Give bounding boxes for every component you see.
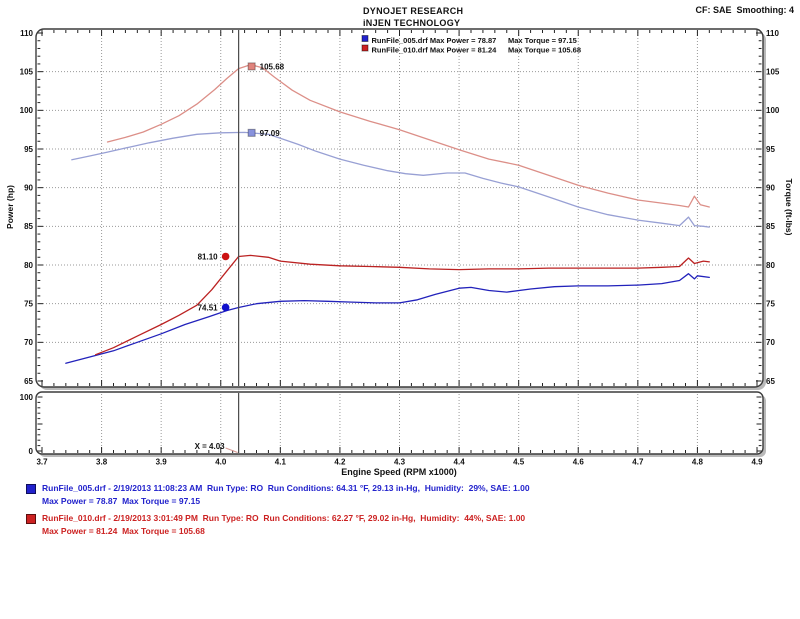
- torque-tick-label: 100: [766, 106, 780, 115]
- rpm-tick-label: 4.4: [454, 458, 466, 467]
- correction-smoothing-label: CF: SAE Smoothing: 4: [695, 5, 795, 15]
- torque-runfile010-curve: [106, 64, 710, 208]
- run-info-line2: Max Power = 81.24 Max Torque = 105.68: [42, 526, 205, 536]
- torque-tick-label: 85: [766, 222, 775, 231]
- torque-runfile005-curve: [71, 131, 710, 228]
- rpm-tick-label: 4.0: [215, 458, 227, 467]
- torque-tick-label: 95: [766, 145, 775, 154]
- rpm-tick-label: 4.9: [751, 458, 763, 467]
- run-info-line1: RunFile_010.drf - 2/19/2013 3:01:49 PM R…: [42, 513, 526, 523]
- power-tick-label: 65: [24, 377, 33, 386]
- run-info-line1: RunFile_005.drf - 2/19/2013 11:08:23 AM …: [42, 483, 530, 493]
- run-info-0: RunFile_005.drf - 2/19/2013 11:08:23 AM …: [26, 482, 530, 508]
- power-axis-title: Power (hp): [5, 185, 15, 229]
- legend-col1: RunFile_010.drf Max Power = 81.24: [372, 46, 498, 55]
- run-info-1: RunFile_010.drf - 2/19/2013 3:01:49 PM R…: [26, 512, 530, 538]
- power-tick-label: 70: [24, 338, 33, 347]
- lower-tick-label: 100: [20, 393, 34, 402]
- power-tick-label: 80: [24, 261, 33, 270]
- legend-swatch: [361, 44, 369, 52]
- rpm-tick-label: 3.8: [96, 458, 108, 467]
- cursor-marker-label: 74.51: [198, 303, 219, 312]
- rpm-tick-label: 3.7: [36, 458, 48, 467]
- runfile005-color-swatch: [26, 484, 36, 494]
- lower-panel: [35, 391, 764, 455]
- header-subtitle: iNJEN TECHNOLOGY: [363, 18, 461, 28]
- cursor-marker: [247, 128, 256, 137]
- rpm-tick-label: 4.3: [394, 458, 406, 467]
- legend-col1: RunFile_005.drf Max Power = 78.87: [372, 36, 497, 45]
- run-info-legend: RunFile_005.drf - 2/19/2013 11:08:23 AM …: [26, 482, 530, 542]
- rpm-tick-label: 4.8: [692, 458, 704, 467]
- legend-col2: Max Torque = 97.15: [508, 36, 577, 45]
- power-tick-label: 75: [24, 299, 33, 308]
- torque-tick-label: 75: [766, 299, 775, 308]
- cursor-marker: [221, 252, 230, 261]
- torque-tick-label: 90: [766, 183, 775, 192]
- x-axis-title: Engine Speed (RPM x1000): [341, 467, 457, 477]
- axis-ticks: [37, 30, 762, 453]
- main-panel: [35, 28, 764, 388]
- torque-tick-label: 110: [766, 29, 779, 38]
- rpm-tick-label: 3.9: [156, 458, 168, 467]
- power-runfile010-curve: [94, 254, 710, 356]
- lower-tick-label: 0: [29, 447, 34, 456]
- cursor-marker-label: 105.68: [260, 62, 285, 71]
- torque-tick-label: 65: [766, 377, 775, 386]
- legend-swatch: [361, 35, 369, 42]
- cursor-marker-label: 81.10: [198, 252, 219, 261]
- power-runfile005-curve: [65, 273, 710, 364]
- cursor-markers: 105.68 97.09 81.10 74.51: [198, 62, 285, 312]
- rpm-tick-label: 4.6: [573, 458, 585, 467]
- gridlines: [43, 32, 755, 452]
- power-tick-label: 95: [24, 145, 33, 154]
- cursor-x-label: X = 4.03: [195, 442, 226, 451]
- runfile010-color-swatch: [26, 514, 36, 524]
- power-tick-label: 85: [24, 222, 33, 231]
- legend-col2: Max Torque = 105.68: [508, 46, 581, 55]
- rpm-tick-label: 4.7: [632, 458, 644, 467]
- cursor-marker: [221, 303, 230, 312]
- chart-legend: RunFile_005.drf Max Power = 78.87 Max Tor…: [361, 35, 581, 55]
- power-tick-label: 110: [20, 29, 33, 38]
- torque-axis-title: Torque (ft-lbs): [784, 179, 794, 236]
- run-info-line2: Max Power = 78.87 Max Torque = 97.15: [42, 496, 201, 506]
- power-tick-label: 90: [24, 183, 33, 192]
- power-tick-label: 100: [20, 106, 34, 115]
- torque-tick-label: 70: [766, 338, 775, 347]
- torque-tick-label: 80: [766, 261, 775, 270]
- power-tick-label: 105: [20, 67, 34, 76]
- rpm-tick-label: 4.2: [334, 458, 346, 467]
- cursor-marker-label: 97.09: [260, 129, 281, 138]
- rpm-tick-label: 4.5: [513, 458, 525, 467]
- tick-labels: 65 65 70 70 75 75 80 80 85 85 90 90 95 95 100 100 105 105…: [20, 29, 780, 467]
- cursor-x-callout: [225, 447, 238, 453]
- rpm-tick-label: 4.1: [275, 458, 287, 467]
- header-title: DYNOJET RESEARCH: [363, 6, 464, 16]
- dyno-chart: 105.68 97.09 81.10 74.51 RunFile_005.drf Max…: [5, 28, 794, 477]
- torque-tick-label: 105: [766, 67, 780, 76]
- cursor-marker: [247, 62, 256, 71]
